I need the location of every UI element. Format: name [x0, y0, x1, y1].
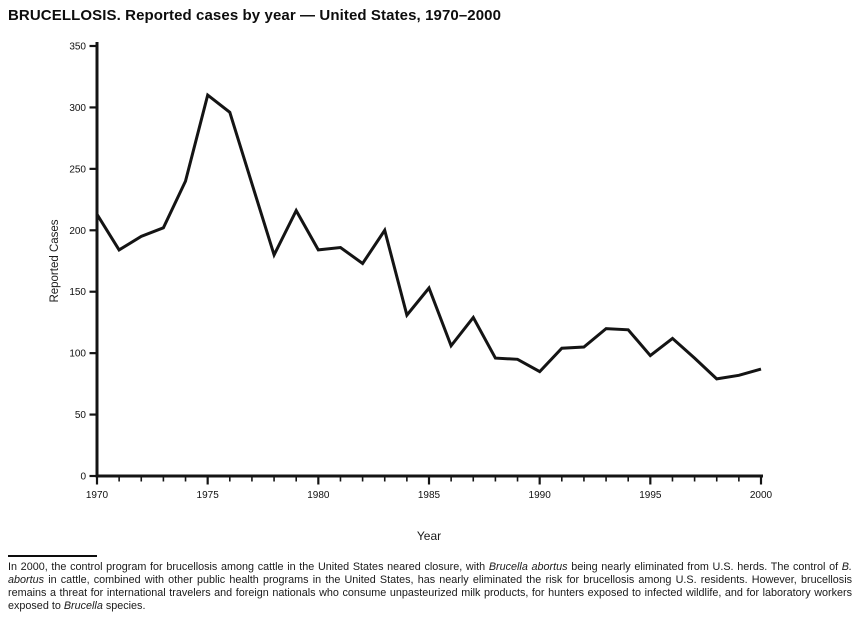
x-tick-label: 1970 — [86, 490, 109, 501]
x-tick-label: 1995 — [639, 490, 662, 501]
y-tick-label: 350 — [69, 42, 86, 53]
y-tick-label: 300 — [69, 103, 86, 114]
footnote-segment: In 2000, the control program for brucell… — [8, 561, 489, 573]
x-tick-label: 1975 — [197, 490, 220, 501]
footnote-italic-term: B. abortus — [8, 561, 852, 586]
footnote-segment: being nearly eliminated from U.S. herds.… — [567, 561, 842, 573]
chart-svg: 0 50 100 150 200 250 300 350 1970 1975 1980 1985 199… — [69, 42, 773, 502]
x-tick-label: 1980 — [307, 490, 330, 501]
footnote-italic-term: Brucella abortus — [488, 561, 568, 573]
x-tick-label: 2000 — [750, 490, 773, 501]
y-tick-label: 250 — [69, 164, 86, 175]
series-line — [95, 92, 762, 381]
x-tick-label: 1990 — [529, 490, 552, 501]
y-tick-label: 150 — [69, 287, 86, 298]
chart-figure: 0 50 100 150 200 250 300 350 1970 1975 1980 1985 199… — [0, 35, 858, 550]
footnote-italic-term: Brucella — [63, 600, 103, 612]
chart-title: BRUCELLOSIS. Reported cases by year — Un… — [8, 7, 502, 24]
footnote-segment: in cattle, combined with other public he… — [8, 574, 852, 612]
x-tick-label: 1985 — [418, 490, 441, 501]
x-axis-title: Year — [416, 529, 442, 543]
footnote-rule — [8, 555, 97, 557]
y-tick-label: 0 — [80, 472, 86, 483]
y-tick-label: 100 — [69, 349, 86, 360]
y-tick-label: 200 — [69, 226, 86, 237]
footnote-segment: species. — [102, 600, 146, 612]
footnote-text: In 2000, the control program for brucell… — [8, 561, 852, 613]
y-axis-title: Reported Cases — [49, 219, 61, 303]
y-tick-label: 50 — [75, 410, 87, 421]
